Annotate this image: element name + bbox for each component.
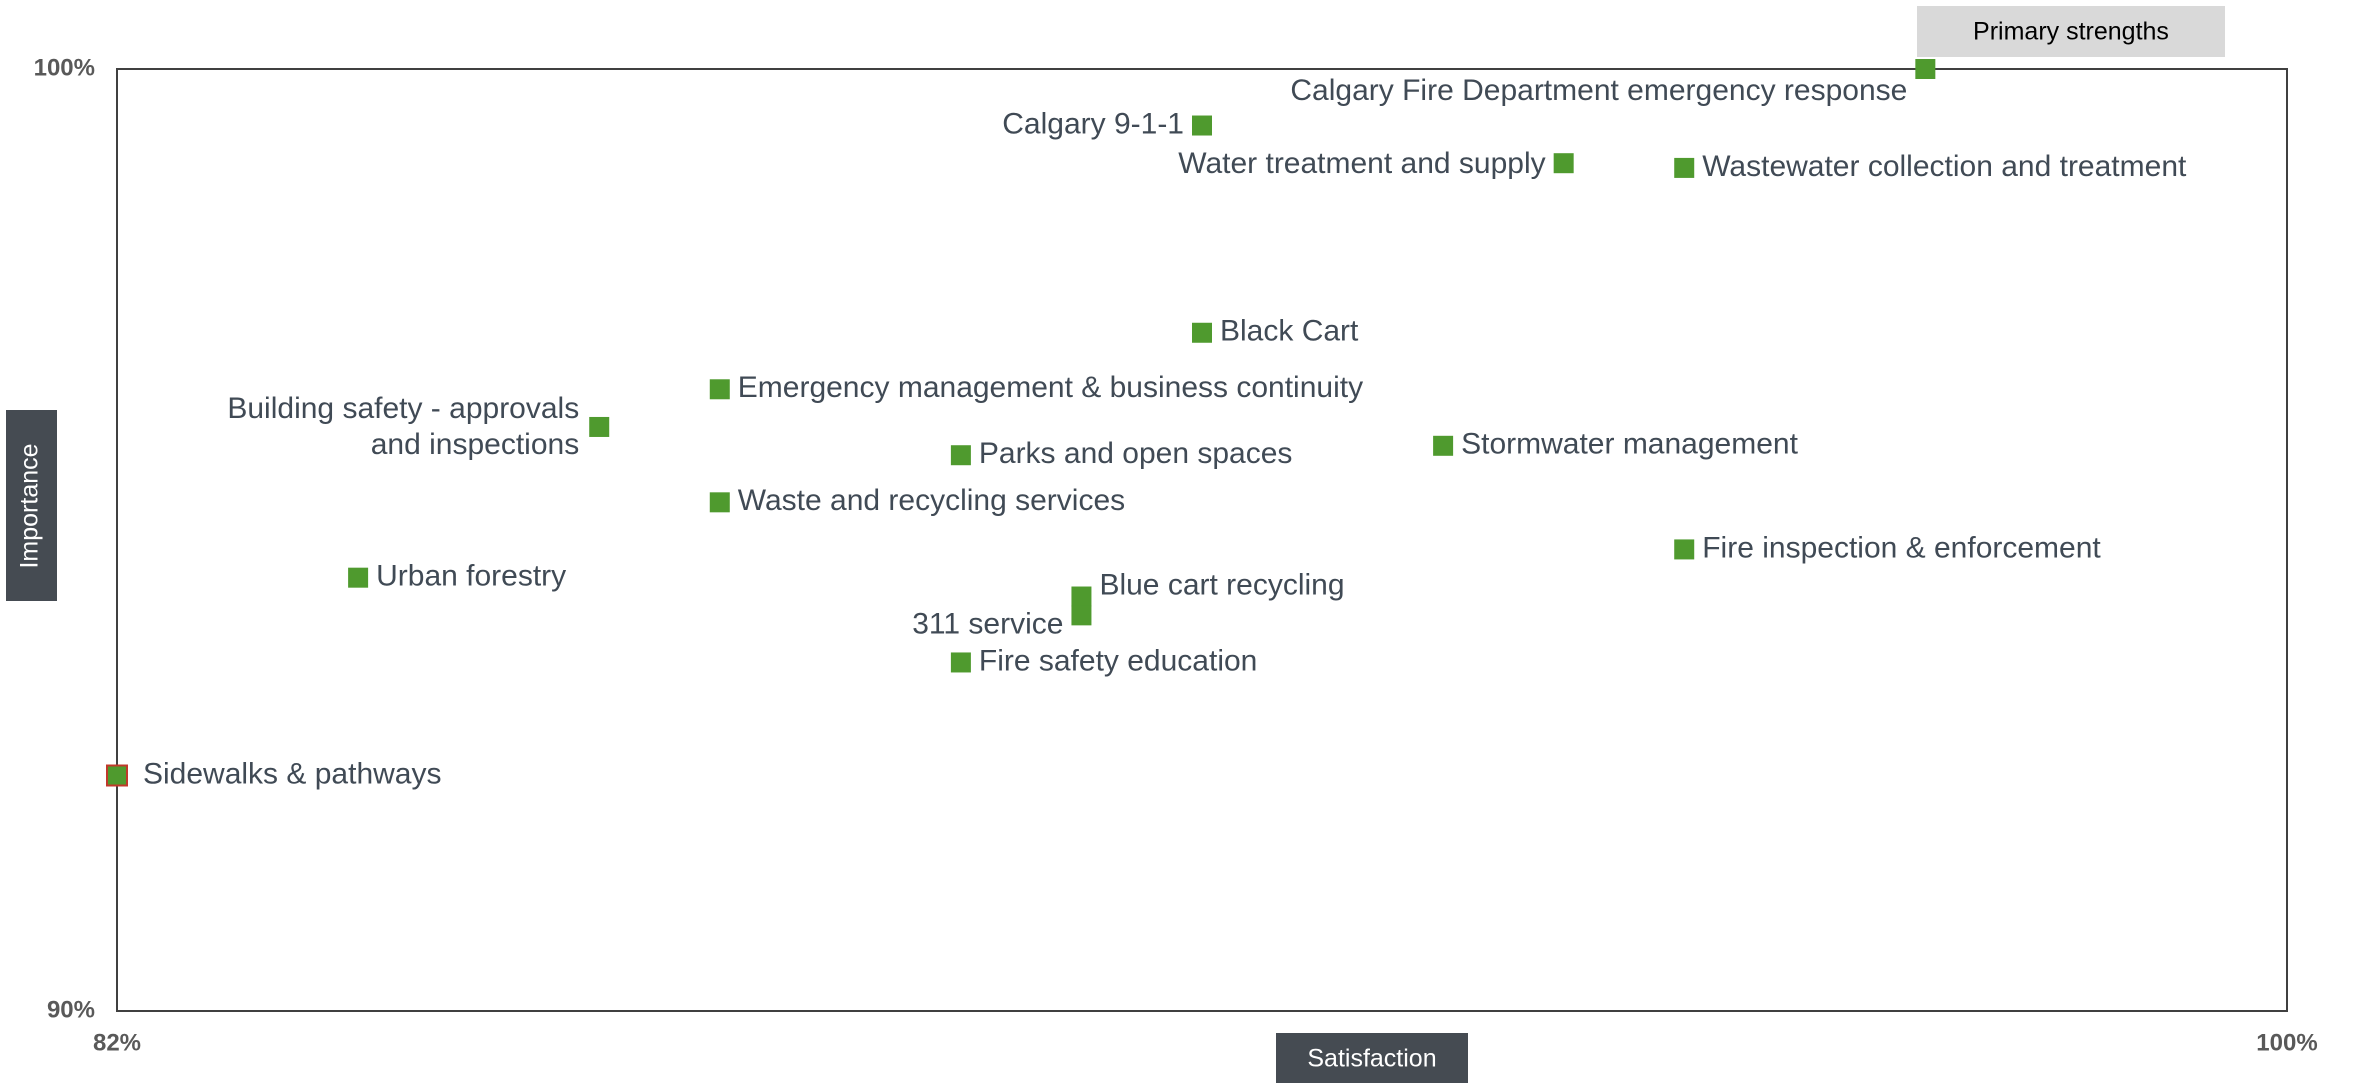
point-label: Wastewater collection and treatment (1702, 150, 2187, 183)
marker (1192, 322, 1212, 343)
marker (1553, 153, 1574, 174)
marker (950, 445, 971, 466)
x-axis-label: Satisfaction (1307, 1045, 1436, 1073)
marker (1915, 59, 1936, 79)
point-label: Building safety - approvals and inspecti… (227, 391, 580, 461)
marker (106, 764, 128, 787)
marker (1071, 586, 1092, 607)
point-label: Blue cart recycling (1099, 568, 1344, 601)
y-tick-label: 90% (47, 996, 95, 1023)
x-tick-label: 82% (93, 1029, 141, 1056)
marker (1674, 157, 1695, 178)
point-label: Black Cart (1220, 315, 1359, 348)
point-label: Stormwater management (1461, 428, 1798, 461)
y-label-box (6, 410, 57, 601)
marker (589, 416, 610, 437)
point-label: Fire safety education (979, 644, 1257, 677)
point-label: 311 service (912, 607, 1063, 640)
marker (1071, 605, 1092, 626)
marker (709, 492, 730, 513)
point-label: Sidewalks & pathways (143, 757, 441, 790)
marker (1674, 539, 1695, 560)
point-label: Fire inspection & enforcement (1702, 531, 2101, 564)
marker (348, 567, 369, 588)
point-label: Parks and open spaces (979, 437, 1293, 470)
marker (950, 652, 971, 673)
x-label-box (1276, 1033, 1468, 1083)
point-label-box: Building safety - approvals and inspecti… (227, 391, 580, 461)
annotation: Primary strengths (1973, 18, 2169, 46)
point-label: Emergency management & business continui… (738, 371, 1363, 404)
y-tick-label: 100% (34, 54, 95, 81)
y-axis-label: Importance (16, 443, 44, 568)
x-tick-label: 100% (2256, 1029, 2317, 1056)
marker (1433, 435, 1454, 456)
marker (709, 379, 730, 400)
annotation-box (1917, 6, 2225, 57)
point-label: Water treatment and supply (1178, 147, 1545, 180)
point-label: Calgary Fire Department emergency respon… (1290, 74, 1907, 107)
point-label: Waste and recycling services (738, 484, 1125, 517)
plot-frame (116, 68, 2288, 1012)
point-label: Calgary 9-1-1 (1002, 107, 1184, 140)
point-label: Urban forestry (376, 560, 566, 593)
marker (1192, 115, 1212, 136)
